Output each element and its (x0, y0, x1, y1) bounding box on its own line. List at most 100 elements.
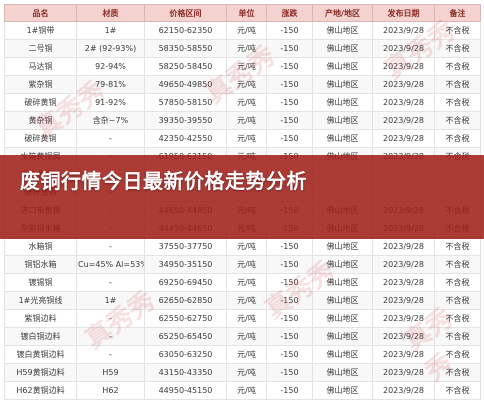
cell-name: 破碎黄铜 (4, 129, 77, 148)
cell-date: 2023/9/28 (372, 237, 435, 256)
table-row: 1#铜带 1# 62150-62350 元/吨 -150 佛山地区 2023/9/28 不含税 (4, 21, 481, 40)
cell-change: -150 (266, 111, 313, 130)
table-row: 水箱铜 -37550-37750 元/吨 -150 佛山地区 2023/9/28 不含税 (4, 237, 481, 256)
cell-name: 紫铜边料 (4, 309, 77, 328)
cell-material: 含杂~7% (76, 111, 145, 130)
cell-date: 2023/9/28 (372, 363, 435, 382)
cell-price-range: 57850-58150 (144, 93, 227, 112)
cell-date: 2023/9/28 (372, 75, 435, 94)
cell-date: 2023/9/28 (372, 57, 435, 76)
table-row: H62黄铜边料 H62 44950-45150 元/吨 -150 佛山地区 2023/9/2… (4, 381, 481, 400)
table-row: 镀白黄铜边料 -63050-63250 元/吨 -150 佛山地区 2023/9/28 不含… (4, 345, 481, 364)
cell-region: 佛山地区 (312, 111, 373, 130)
cell-region: 佛山地区 (312, 255, 373, 274)
cell-name: H59黄铜边料 (4, 363, 77, 382)
cell-unit: 元/吨 (226, 129, 267, 148)
cell-date: 2023/9/28 (372, 381, 435, 400)
cell-unit: 元/吨 (226, 345, 267, 364)
cell-material: 92-94% (76, 57, 145, 76)
cell-unit: 元/吨 (226, 93, 267, 112)
cell-material: H59 (76, 363, 145, 382)
cell-material: - (76, 327, 145, 346)
cell-region: 佛山地区 (312, 39, 373, 58)
cell-region: 佛山地区 (312, 327, 373, 346)
cell-date: 2023/9/28 (372, 21, 435, 40)
cell-price-range: 62650-62850 (144, 291, 227, 310)
cell-region: 佛山地区 (312, 237, 373, 256)
table-row: H59黄铜边料 H59 43150-43350 元/吨 -150 佛山地区 2023/9/2… (4, 363, 481, 382)
cell-change: -150 (266, 291, 313, 310)
cell-material: - (76, 345, 145, 364)
cell-change: -150 (266, 345, 313, 364)
cell-region: 佛山地区 (312, 21, 373, 40)
cell-name: 破碎黄铜 (4, 93, 77, 112)
cell-price-range: 69250-69450 (144, 273, 227, 292)
cell-price-range: 44950-45150 (144, 381, 227, 400)
cell-change: -150 (266, 237, 313, 256)
cell-name: 1#铜带 (4, 21, 77, 40)
cell-name: 1#光亮铜线 (4, 291, 77, 310)
cell-note: 不含税 (434, 255, 481, 274)
cell-material: Cu=45% Al=53% (76, 255, 145, 274)
cell-price-range: 58350-58550 (144, 39, 227, 58)
cell-note: 不含税 (434, 381, 481, 400)
table-row: 黄杂铜 含杂~7% 39350-39550 元/吨 -150 佛山地区 2023/9/28 不… (4, 111, 481, 130)
cell-material: 91-92% (76, 93, 145, 112)
column-header-date: 发布日期 (372, 4, 435, 22)
cell-date: 2023/9/28 (372, 309, 435, 328)
cell-note: 不含税 (434, 39, 481, 58)
column-header-price-range: 价格区间 (144, 4, 227, 22)
cell-unit: 元/吨 (226, 111, 267, 130)
cell-change: -150 (266, 129, 313, 148)
cell-unit: 元/吨 (226, 273, 267, 292)
cell-region: 佛山地区 (312, 345, 373, 364)
table-header-row: 品名 材质 价格区间 单位 涨跌 产地/地区 发布日期 备注 (4, 4, 481, 22)
cell-unit: 元/吨 (226, 255, 267, 274)
cell-unit: 元/吨 (226, 363, 267, 382)
column-header-note: 备注 (434, 4, 481, 22)
cell-region: 佛山地区 (312, 273, 373, 292)
cell-change: -150 (266, 21, 313, 40)
cell-date: 2023/9/28 (372, 129, 435, 148)
cell-region: 佛山地区 (312, 309, 373, 328)
cell-name: 镀锡铜 (4, 273, 77, 292)
cell-unit: 元/吨 (226, 57, 267, 76)
cell-name: 铜铝水箱 (4, 255, 77, 274)
cell-change: -150 (266, 255, 313, 274)
cell-material: - (76, 273, 145, 292)
cell-change: -150 (266, 327, 313, 346)
cell-note: 不含税 (434, 363, 481, 382)
cell-name: 二号铜 (4, 39, 77, 58)
cell-note: 不含税 (434, 309, 481, 328)
banner-title: 废铜行情今日最新价格走势分析 (20, 169, 307, 193)
cell-price-range: 34950-35150 (144, 255, 227, 274)
cell-material: 2# (92-93%) (76, 39, 145, 58)
cell-region: 佛山地区 (312, 291, 373, 310)
cell-region: 佛山地区 (312, 381, 373, 400)
cell-change: -150 (266, 93, 313, 112)
cell-change: -150 (266, 273, 313, 292)
cell-material: 79-81% (76, 75, 145, 94)
cell-price-range: 37550-37750 (144, 237, 227, 256)
cell-material: - (76, 129, 145, 148)
cell-material: 1# (76, 291, 145, 310)
cell-change: -150 (266, 57, 313, 76)
title-banner: 废铜行情今日最新价格走势分析 (0, 155, 484, 239)
cell-date: 2023/9/28 (372, 291, 435, 310)
column-header-name: 品名 (4, 4, 77, 22)
cell-note: 不含税 (434, 237, 481, 256)
cell-note: 不含税 (434, 273, 481, 292)
cell-material: - (76, 237, 145, 256)
column-header-region: 产地/地区 (312, 4, 373, 22)
cell-name: 镀白铜边料 (4, 327, 77, 346)
cell-price-range: 63050-63250 (144, 345, 227, 364)
table-row: 镀白铜边料 -65250-65450 元/吨 -150 佛山地区 2023/9/28 不含税 (4, 327, 481, 346)
cell-note: 不含税 (434, 93, 481, 112)
cell-material: - (76, 309, 145, 328)
cell-note: 不含税 (434, 129, 481, 148)
cell-date: 2023/9/28 (372, 345, 435, 364)
table-row: 破碎黄铜 -42350-42550 元/吨 -150 佛山地区 2023/9/28 不含税 (4, 129, 481, 148)
cell-price-range: 43150-43350 (144, 363, 227, 382)
cell-change: -150 (266, 39, 313, 58)
